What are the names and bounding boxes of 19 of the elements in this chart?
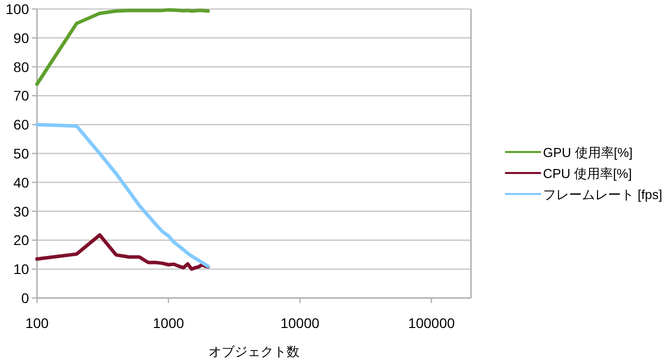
y-tick-label: 70	[13, 88, 30, 104]
y-tick-label: 60	[13, 116, 30, 133]
x-tick-label: 1000	[152, 315, 184, 331]
x-tick-label: 10000	[280, 315, 320, 331]
y-tick-label: 40	[13, 174, 30, 190]
x-axis-title: オブジェクト数	[208, 344, 300, 359]
y-tick-label: 10	[13, 261, 30, 278]
legend-label: フレームレート [fps]	[543, 187, 662, 202]
legend-label: CPU 使用率[%]	[543, 166, 632, 181]
y-tick-label: 30	[13, 203, 30, 220]
y-tick-label: 80	[13, 58, 30, 75]
x-tick-label: 100000	[408, 315, 455, 331]
x-tick-label: 100	[25, 315, 49, 331]
y-tick-label: 50	[13, 146, 30, 162]
y-tick-label: 0	[21, 290, 30, 306]
y-tick-label: 90	[13, 30, 30, 46]
y-tick-label: 100	[6, 1, 30, 17]
legend-label: GPU 使用率[%]	[543, 145, 633, 160]
y-tick-label: 20	[13, 232, 30, 248]
